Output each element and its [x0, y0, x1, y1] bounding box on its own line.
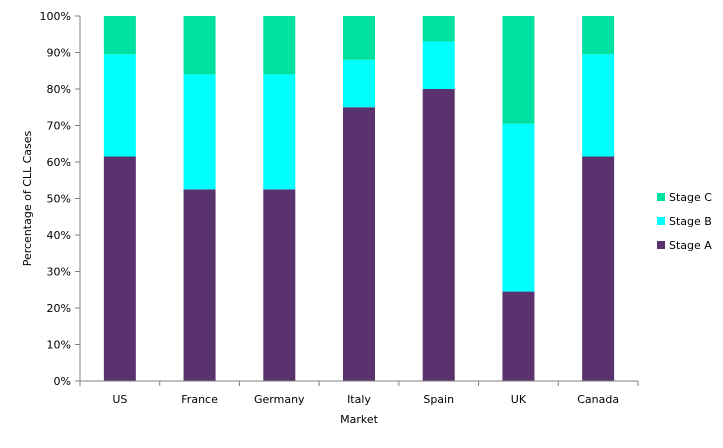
y-tick-label: 10%	[47, 339, 71, 352]
y-tick-label: 60%	[47, 156, 71, 169]
legend-label: Stage A	[669, 239, 712, 252]
bar-segment-stage-a	[502, 291, 535, 381]
bar-segment-stage-a	[183, 189, 216, 381]
y-axis-title: Percentage of CLL Cases	[21, 130, 34, 266]
x-axis-title: Market	[340, 413, 378, 426]
y-tick-label: 80%	[47, 83, 71, 96]
y-tick-label: 30%	[47, 266, 71, 279]
y-tick-label: 20%	[47, 302, 71, 315]
bar-segment-stage-c	[263, 16, 296, 75]
bar-segment-stage-b	[263, 74, 296, 190]
y-tick-label: 90%	[47, 47, 71, 60]
bar-segment-stage-b	[343, 59, 375, 108]
x-tick-label: Italy	[347, 393, 371, 406]
bars-layer	[103, 16, 615, 381]
bar-segment-stage-b	[502, 123, 535, 292]
y-tick-label: 0%	[54, 375, 71, 388]
y-tick-label: 100%	[40, 10, 71, 23]
legend-swatch	[657, 217, 665, 225]
x-tick-label: Germany	[254, 393, 305, 406]
bar-segment-stage-c	[422, 16, 455, 42]
bar-segment-stage-c	[582, 16, 615, 55]
bar-segment-stage-a	[343, 107, 375, 381]
legend-swatch	[657, 193, 665, 201]
y-ticks: 0% 10% 20% 30% 40% 50% 60% 70% 80% 90% 100%	[40, 10, 80, 388]
bar-segment-stage-c	[183, 16, 216, 75]
legend-label: Stage B	[669, 215, 712, 228]
bar-segment-stage-a	[103, 156, 136, 381]
bar-segment-stage-a	[582, 156, 615, 381]
y-tick-label: 40%	[47, 229, 71, 242]
bar-segment-stage-c	[502, 16, 535, 124]
x-tick-label: Spain	[423, 393, 454, 406]
y-tick-label: 70%	[47, 120, 71, 133]
bar-segment-stage-c	[103, 16, 136, 55]
bar-segment-stage-b	[103, 54, 136, 157]
bar-segment-stage-a	[422, 89, 455, 381]
x-tick-label: France	[181, 393, 218, 406]
legend: Stage C Stage B Stage A	[657, 191, 712, 252]
bar-segment-stage-b	[422, 41, 455, 89]
bar-segment-stage-b	[582, 54, 615, 157]
x-tick-label: US	[112, 393, 127, 406]
x-tick-label: UK	[511, 393, 527, 406]
legend-swatch	[657, 241, 665, 249]
x-ticks: US France Germany Italy Spain UK Canada	[79, 381, 639, 406]
bar-segment-stage-c	[343, 16, 375, 60]
legend-label: Stage C	[669, 191, 712, 204]
x-tick-label: Canada	[577, 393, 619, 406]
bar-segment-stage-b	[183, 74, 216, 190]
y-tick-label: 50%	[47, 193, 71, 206]
bar-segment-stage-a	[263, 189, 296, 381]
